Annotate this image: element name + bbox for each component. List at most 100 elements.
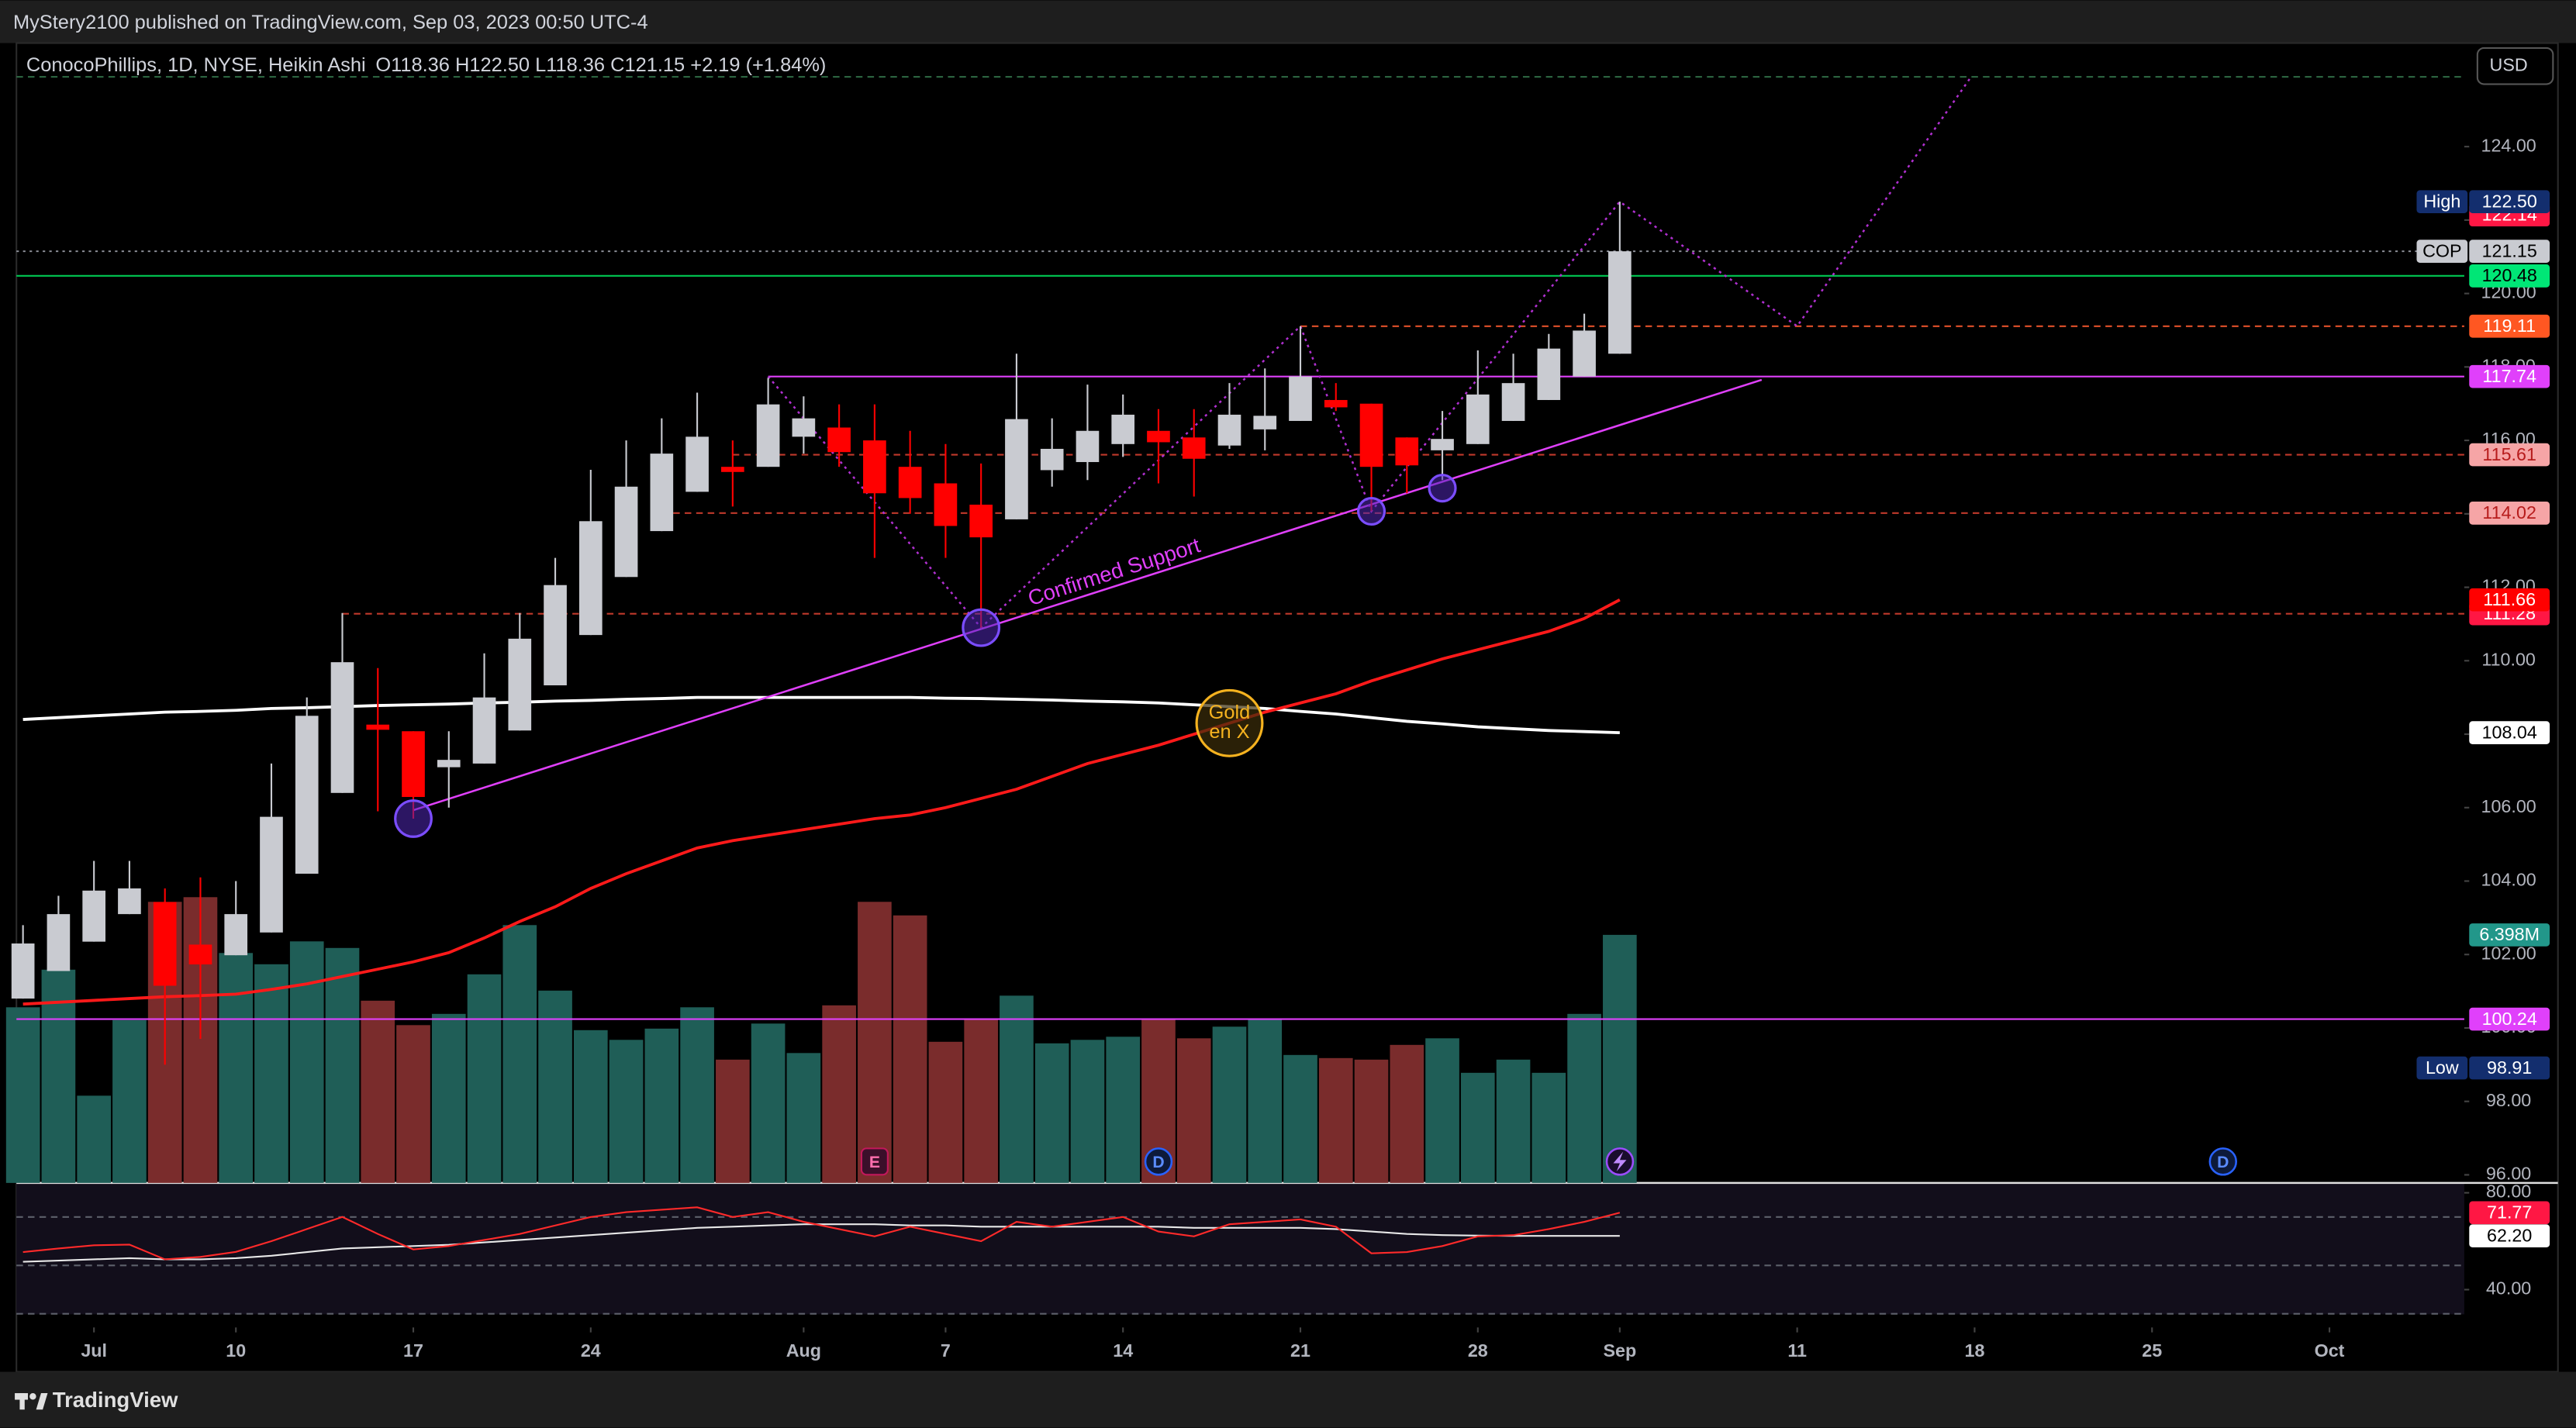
price-tag (2469, 240, 2550, 263)
volume-bar (1248, 1018, 1283, 1183)
candle-body (1324, 399, 1348, 408)
price-tag (2469, 190, 2550, 214)
legend: ConocoPhillips, 1D, NYSE, Heikin Ashi O11… (26, 54, 826, 76)
top-bar (0, 0, 2576, 43)
price-tag (2469, 588, 2550, 612)
y-tick-label: 106.00 (2481, 796, 2536, 816)
price-tag-label: 62.20 (2487, 1225, 2532, 1245)
cross-marker-text: en X (1209, 721, 1249, 743)
logo-shape (19, 1393, 25, 1410)
event-label: D (1152, 1154, 1164, 1171)
pivot-marker (1428, 474, 1457, 503)
legend-title: ConocoPhillips, 1D, NYSE, Heikin Ashi (26, 54, 366, 76)
event-icon (860, 1147, 889, 1176)
volume-bar (1000, 995, 1034, 1183)
x-tick-label: 14 (1113, 1340, 1133, 1361)
candle-body (1501, 383, 1525, 421)
candle-body (188, 944, 212, 965)
tag-name: COP (2422, 240, 2461, 260)
candle-body (1537, 348, 1561, 400)
candle-body (82, 890, 106, 942)
candle-body (578, 521, 603, 636)
tag-name-box (2416, 190, 2468, 214)
x-tick-label: Oct (2315, 1340, 2345, 1361)
volume-bar (77, 1095, 111, 1183)
currency-button[interactable] (2476, 47, 2554, 85)
x-tick-label: Aug (786, 1340, 821, 1361)
tradingview-logo (15, 1393, 48, 1410)
candle-body (1182, 437, 1206, 459)
x-tick-label: 25 (2142, 1340, 2162, 1361)
event-icon (1144, 1147, 1173, 1176)
candle-body (1289, 376, 1312, 421)
candle-body (898, 467, 922, 498)
candle-body (544, 585, 567, 686)
event-icon (2208, 1147, 2237, 1176)
volume-bar (1354, 1059, 1389, 1183)
price-tag (2469, 264, 2550, 288)
volume-bar (325, 947, 360, 1183)
x-tick-label: 21 (1290, 1340, 1310, 1361)
volume-bar (716, 1059, 750, 1183)
event-label: E (869, 1154, 880, 1171)
candle-body (47, 914, 71, 971)
price-tag-label: 122.50 (2482, 191, 2537, 211)
candle-body (1111, 414, 1135, 444)
candle-body (685, 436, 709, 492)
price-tag-label: 117.74 (2482, 366, 2536, 386)
volume-bar (928, 1041, 963, 1183)
currency-label: USD (2490, 54, 2528, 74)
rsi-tick-label: 40.00 (2486, 1278, 2531, 1299)
volume-bar (573, 1030, 608, 1183)
price-tag-label: 114.02 (2482, 502, 2536, 523)
candle-body (934, 483, 958, 526)
cross-marker (1195, 688, 1264, 757)
price-tag (2469, 364, 2550, 388)
volume-bar (1176, 1038, 1211, 1183)
candle-body (1395, 437, 1419, 466)
tag-name-box (2416, 240, 2468, 263)
price-tag (2469, 1224, 2550, 1247)
price-tag-label: 111.66 (2483, 589, 2536, 609)
price-tag (2469, 443, 2550, 467)
logo-shape (29, 1393, 36, 1400)
volume-bar (751, 1023, 786, 1183)
candle-body (1573, 330, 1596, 377)
candle-body (260, 816, 283, 933)
volume-bar (219, 953, 254, 1183)
pivot-marker (962, 608, 1001, 647)
moving-average (22, 695, 1620, 735)
candle-body (224, 914, 248, 956)
price-tag-label: 100.24 (2482, 1009, 2537, 1029)
candle-body (1147, 430, 1170, 443)
price-tag-label: 108.04 (2482, 722, 2537, 742)
volume-tag-label: 6.398M (2479, 924, 2540, 944)
rsi-ma-line (22, 1223, 1620, 1263)
x-tick-label: 7 (941, 1340, 951, 1361)
tag-name: High (2423, 191, 2460, 211)
pivot-marker (1356, 496, 1386, 526)
candle-body (1005, 419, 1028, 519)
cross-marker-text: Gold (1209, 702, 1251, 723)
volume-bar (893, 915, 927, 1183)
candle-body (1608, 251, 1632, 354)
volume-bar (396, 1025, 430, 1183)
y-tick-label: 96.00 (2486, 1164, 2531, 1184)
candle-body (437, 760, 461, 767)
candle-body (472, 697, 496, 764)
volume-bar (680, 1007, 714, 1183)
volume-bar (609, 1040, 644, 1183)
candle-body (1431, 439, 1454, 450)
candle-body (11, 943, 35, 999)
legend-ohlc: O118.36 H122.50 L118.36 C121.15 +2.19 (+… (375, 54, 826, 76)
volume-bar (822, 1005, 856, 1183)
volume-bar (1496, 1059, 1531, 1183)
candle-body (402, 731, 425, 798)
split-event (1605, 1147, 1635, 1176)
volume-bar (1531, 1072, 1566, 1183)
candle-body (827, 427, 851, 453)
price-tag-label: 98.91 (2487, 1057, 2532, 1078)
y-tick-label: 98.00 (2486, 1090, 2531, 1110)
volume-bar (1070, 1040, 1105, 1183)
price-tag (2469, 502, 2550, 525)
